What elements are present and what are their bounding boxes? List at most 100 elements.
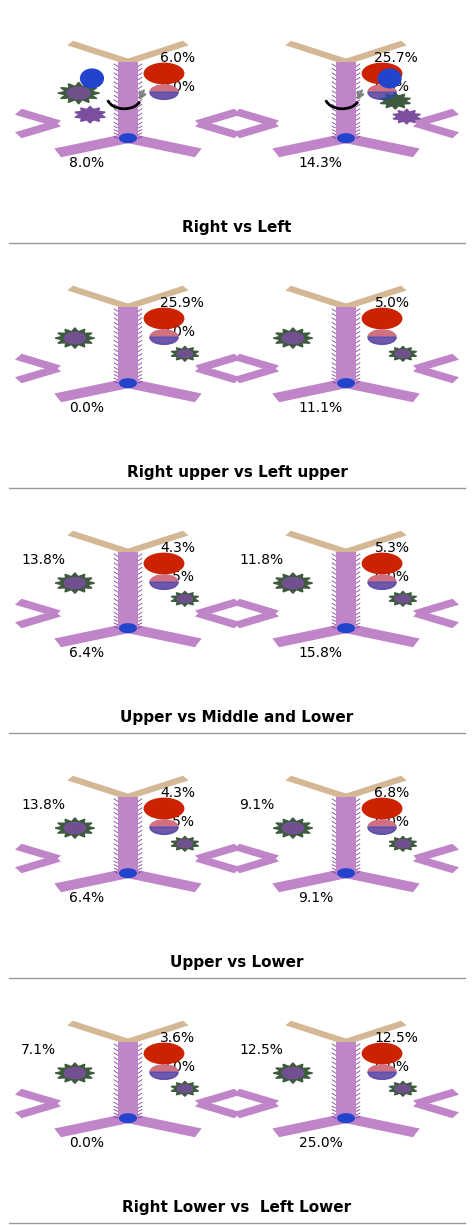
Bar: [125, 379, 202, 402]
Text: 11.8%: 11.8%: [239, 552, 283, 567]
Text: 0.0%: 0.0%: [69, 401, 104, 415]
Circle shape: [283, 823, 303, 833]
Bar: [336, 1105, 356, 1118]
Circle shape: [395, 1085, 410, 1093]
Polygon shape: [380, 93, 410, 109]
Text: Right upper vs Left upper: Right upper vs Left upper: [127, 466, 347, 480]
Circle shape: [362, 309, 402, 328]
Circle shape: [337, 624, 355, 632]
Circle shape: [395, 595, 410, 603]
Polygon shape: [171, 837, 199, 851]
Bar: [413, 599, 459, 616]
Text: 13.8%: 13.8%: [21, 552, 65, 567]
Bar: [118, 125, 138, 138]
Text: 0.0%: 0.0%: [374, 570, 410, 584]
Bar: [67, 40, 131, 64]
Bar: [413, 109, 459, 126]
Bar: [272, 134, 349, 157]
Polygon shape: [273, 818, 313, 838]
Bar: [118, 61, 138, 125]
Bar: [125, 285, 189, 309]
Text: 6.4%: 6.4%: [69, 646, 104, 660]
Polygon shape: [171, 1082, 199, 1096]
Circle shape: [64, 823, 85, 833]
Polygon shape: [273, 328, 313, 348]
Text: 5.3%: 5.3%: [374, 540, 410, 555]
Bar: [195, 610, 241, 628]
Circle shape: [119, 134, 137, 142]
Circle shape: [337, 869, 355, 877]
Text: 7.1%: 7.1%: [21, 1042, 56, 1057]
Bar: [336, 306, 356, 370]
Bar: [15, 855, 61, 873]
Polygon shape: [393, 109, 420, 124]
Text: 6.4%: 6.4%: [69, 891, 104, 905]
Circle shape: [150, 575, 178, 589]
Bar: [285, 1020, 349, 1044]
Bar: [285, 285, 349, 309]
Bar: [343, 285, 407, 309]
Bar: [118, 1105, 138, 1118]
Circle shape: [337, 134, 355, 142]
Bar: [54, 134, 131, 157]
Bar: [67, 530, 131, 554]
Text: 25.7%: 25.7%: [374, 50, 418, 65]
Polygon shape: [58, 82, 100, 104]
Bar: [272, 869, 349, 892]
Bar: [195, 599, 241, 616]
Bar: [118, 370, 138, 383]
Bar: [413, 610, 459, 628]
Bar: [343, 1020, 407, 1044]
Bar: [125, 624, 202, 647]
Circle shape: [283, 333, 303, 343]
Wedge shape: [150, 337, 178, 344]
Bar: [233, 365, 279, 383]
Text: 12.5%: 12.5%: [374, 1030, 419, 1045]
Text: 0.0%: 0.0%: [374, 1060, 410, 1074]
Polygon shape: [389, 592, 417, 606]
Bar: [413, 1100, 459, 1118]
Text: 6.8%: 6.8%: [374, 785, 410, 800]
Bar: [343, 40, 407, 64]
Bar: [233, 599, 279, 616]
Circle shape: [177, 1085, 192, 1093]
Bar: [118, 306, 138, 370]
Circle shape: [67, 87, 90, 99]
Polygon shape: [389, 347, 417, 361]
Circle shape: [119, 1114, 137, 1122]
Circle shape: [119, 624, 137, 632]
Bar: [15, 1089, 61, 1106]
Circle shape: [64, 1068, 85, 1078]
Bar: [233, 844, 279, 861]
Bar: [195, 855, 241, 873]
Bar: [336, 796, 356, 860]
Text: 0.0%: 0.0%: [160, 80, 195, 94]
Bar: [15, 844, 61, 861]
Bar: [285, 775, 349, 799]
Bar: [15, 365, 61, 383]
Bar: [413, 354, 459, 371]
Polygon shape: [55, 573, 95, 593]
Text: 15.8%: 15.8%: [299, 646, 343, 660]
Bar: [15, 610, 61, 628]
Wedge shape: [368, 1072, 396, 1079]
Circle shape: [368, 1065, 396, 1079]
Bar: [54, 869, 131, 892]
Text: 0.0%: 0.0%: [374, 815, 410, 829]
Text: 0.0%: 0.0%: [69, 1136, 104, 1150]
Wedge shape: [150, 1072, 178, 1079]
Circle shape: [395, 840, 410, 848]
Bar: [118, 615, 138, 628]
Bar: [195, 120, 241, 138]
Circle shape: [368, 85, 396, 99]
Circle shape: [368, 575, 396, 589]
Text: 7.5%: 7.5%: [160, 815, 195, 829]
Bar: [272, 1114, 349, 1137]
Bar: [118, 1041, 138, 1105]
Circle shape: [337, 1114, 355, 1122]
Polygon shape: [389, 837, 417, 851]
Text: 7.5%: 7.5%: [160, 570, 195, 584]
Bar: [343, 134, 420, 157]
Bar: [125, 134, 202, 157]
Wedge shape: [150, 827, 178, 834]
